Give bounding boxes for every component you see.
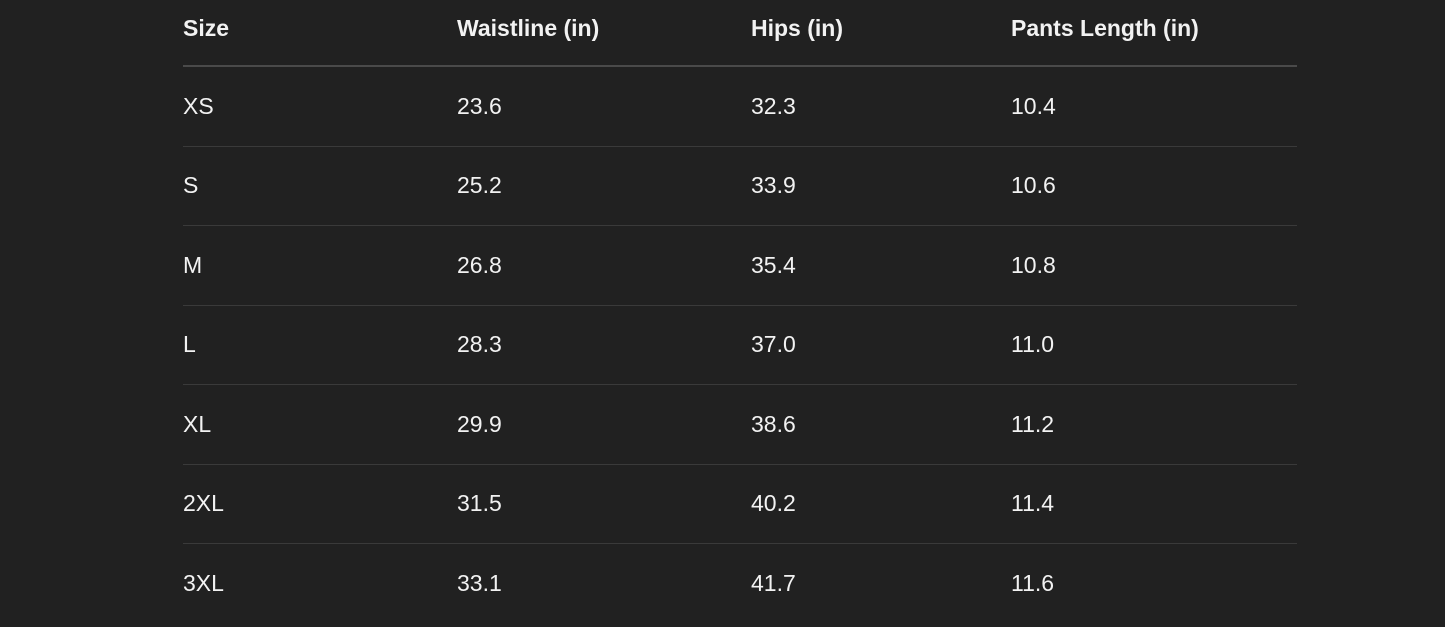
cell-pants-length: 11.6	[1011, 569, 1055, 596]
cell-waistline: 23.6	[457, 66, 751, 147]
header-size: Size	[183, 0, 457, 67]
cell-pants-length: 11.0	[1011, 305, 1297, 385]
cell-hips: 37.0	[751, 305, 1011, 385]
cell-hips: 41.7	[751, 569, 796, 596]
cell-pants-length: 10.4	[1011, 66, 1297, 147]
cell-hips: 33.9	[751, 146, 1011, 226]
table-row: 3XL 33.1 41.7 11.6	[183, 544, 1297, 623]
cell-hips: 32.3	[751, 66, 1011, 147]
table-row: M 26.8 35.4 10.8	[183, 225, 1297, 306]
cell-size: XL	[183, 384, 457, 465]
cell-hips: 35.4	[751, 225, 1011, 306]
cell-size: XS	[183, 66, 457, 147]
table-row: S 25.2 33.9 10.6	[183, 146, 1297, 226]
cell-pants-length: 10.6	[1011, 146, 1297, 226]
table-row: XS 23.6 32.3 10.4	[183, 66, 1297, 147]
cell-size: 3XL	[183, 569, 224, 596]
cell-waistline: 25.2	[457, 146, 751, 226]
header-hips: Hips (in)	[751, 0, 1011, 67]
header-waistline: Waistline (in)	[457, 0, 751, 67]
table-row: XL 29.9 38.6 11.2	[183, 384, 1297, 465]
cell-size: 2XL	[183, 464, 457, 544]
cell-pants-length: 11.2	[1011, 384, 1297, 465]
cell-waistline: 28.3	[457, 305, 751, 385]
cell-pants-length: 10.8	[1011, 225, 1297, 306]
cell-waistline: 31.5	[457, 464, 751, 544]
cell-hips: 40.2	[751, 464, 1011, 544]
table-row: 2XL 31.5 40.2 11.4	[183, 464, 1297, 544]
table-row: L 28.3 37.0 11.0	[183, 305, 1297, 385]
cell-waistline: 26.8	[457, 225, 751, 306]
cell-waistline: 29.9	[457, 384, 751, 465]
header-pants-length: Pants Length (in)	[1011, 0, 1297, 67]
cell-size: M	[183, 225, 457, 306]
cell-size: S	[183, 146, 457, 226]
size-chart-table: Size Waistline (in) Hips (in) Pants Leng…	[183, 0, 1297, 623]
cell-size: L	[183, 305, 457, 385]
cell-hips: 38.6	[751, 384, 1011, 465]
table-header-row: Size Waistline (in) Hips (in) Pants Leng…	[183, 0, 1297, 67]
cell-waistline: 33.1	[457, 569, 502, 596]
cell-pants-length: 11.4	[1011, 464, 1297, 544]
